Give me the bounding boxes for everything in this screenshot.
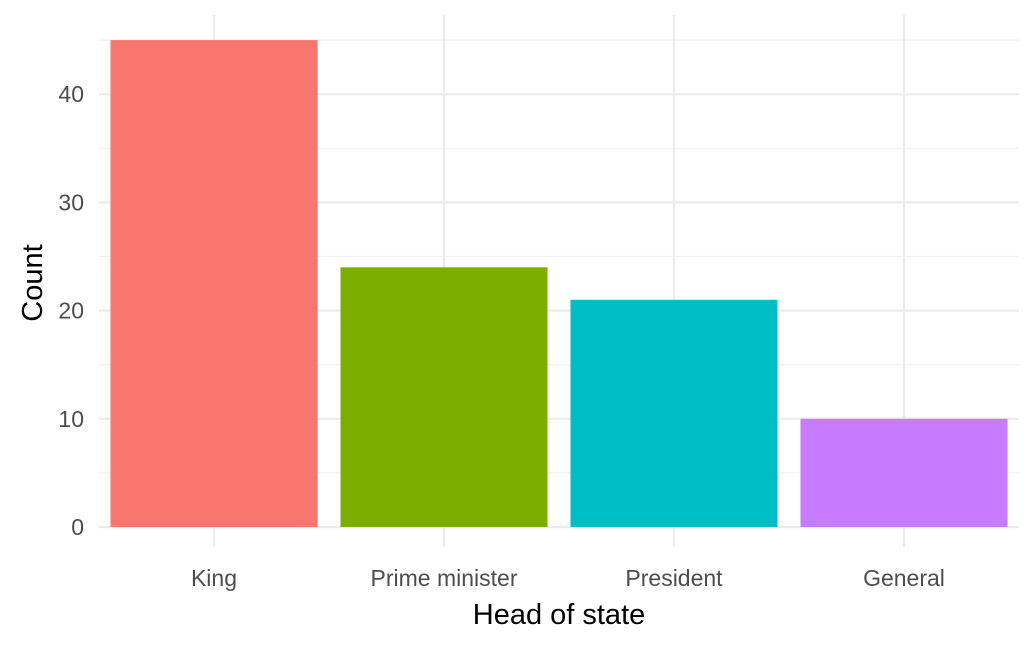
x-tick-label: King [191,565,237,591]
y-tick-label: 30 [58,189,84,215]
bar-layer [110,40,1008,527]
y-tick-label: 20 [58,298,84,324]
x-axis-title: Head of state [473,599,646,631]
bar-general [800,418,1008,527]
x-tick-label: General [863,565,945,591]
bar-prime-minister [340,267,548,527]
y-tick-label: 0 [71,514,84,540]
x-tick-labels: King Prime minister President General [191,565,945,591]
x-tick-label: President [625,565,723,591]
y-axis-title: Count [17,244,49,321]
y-tick-label: 10 [58,406,84,432]
y-tick-label: 40 [58,81,84,107]
bar-president [570,299,778,527]
x-tick-label: Prime minister [371,565,518,591]
bar-king [110,40,318,527]
y-tick-labels: 0 10 20 30 40 [58,81,84,540]
